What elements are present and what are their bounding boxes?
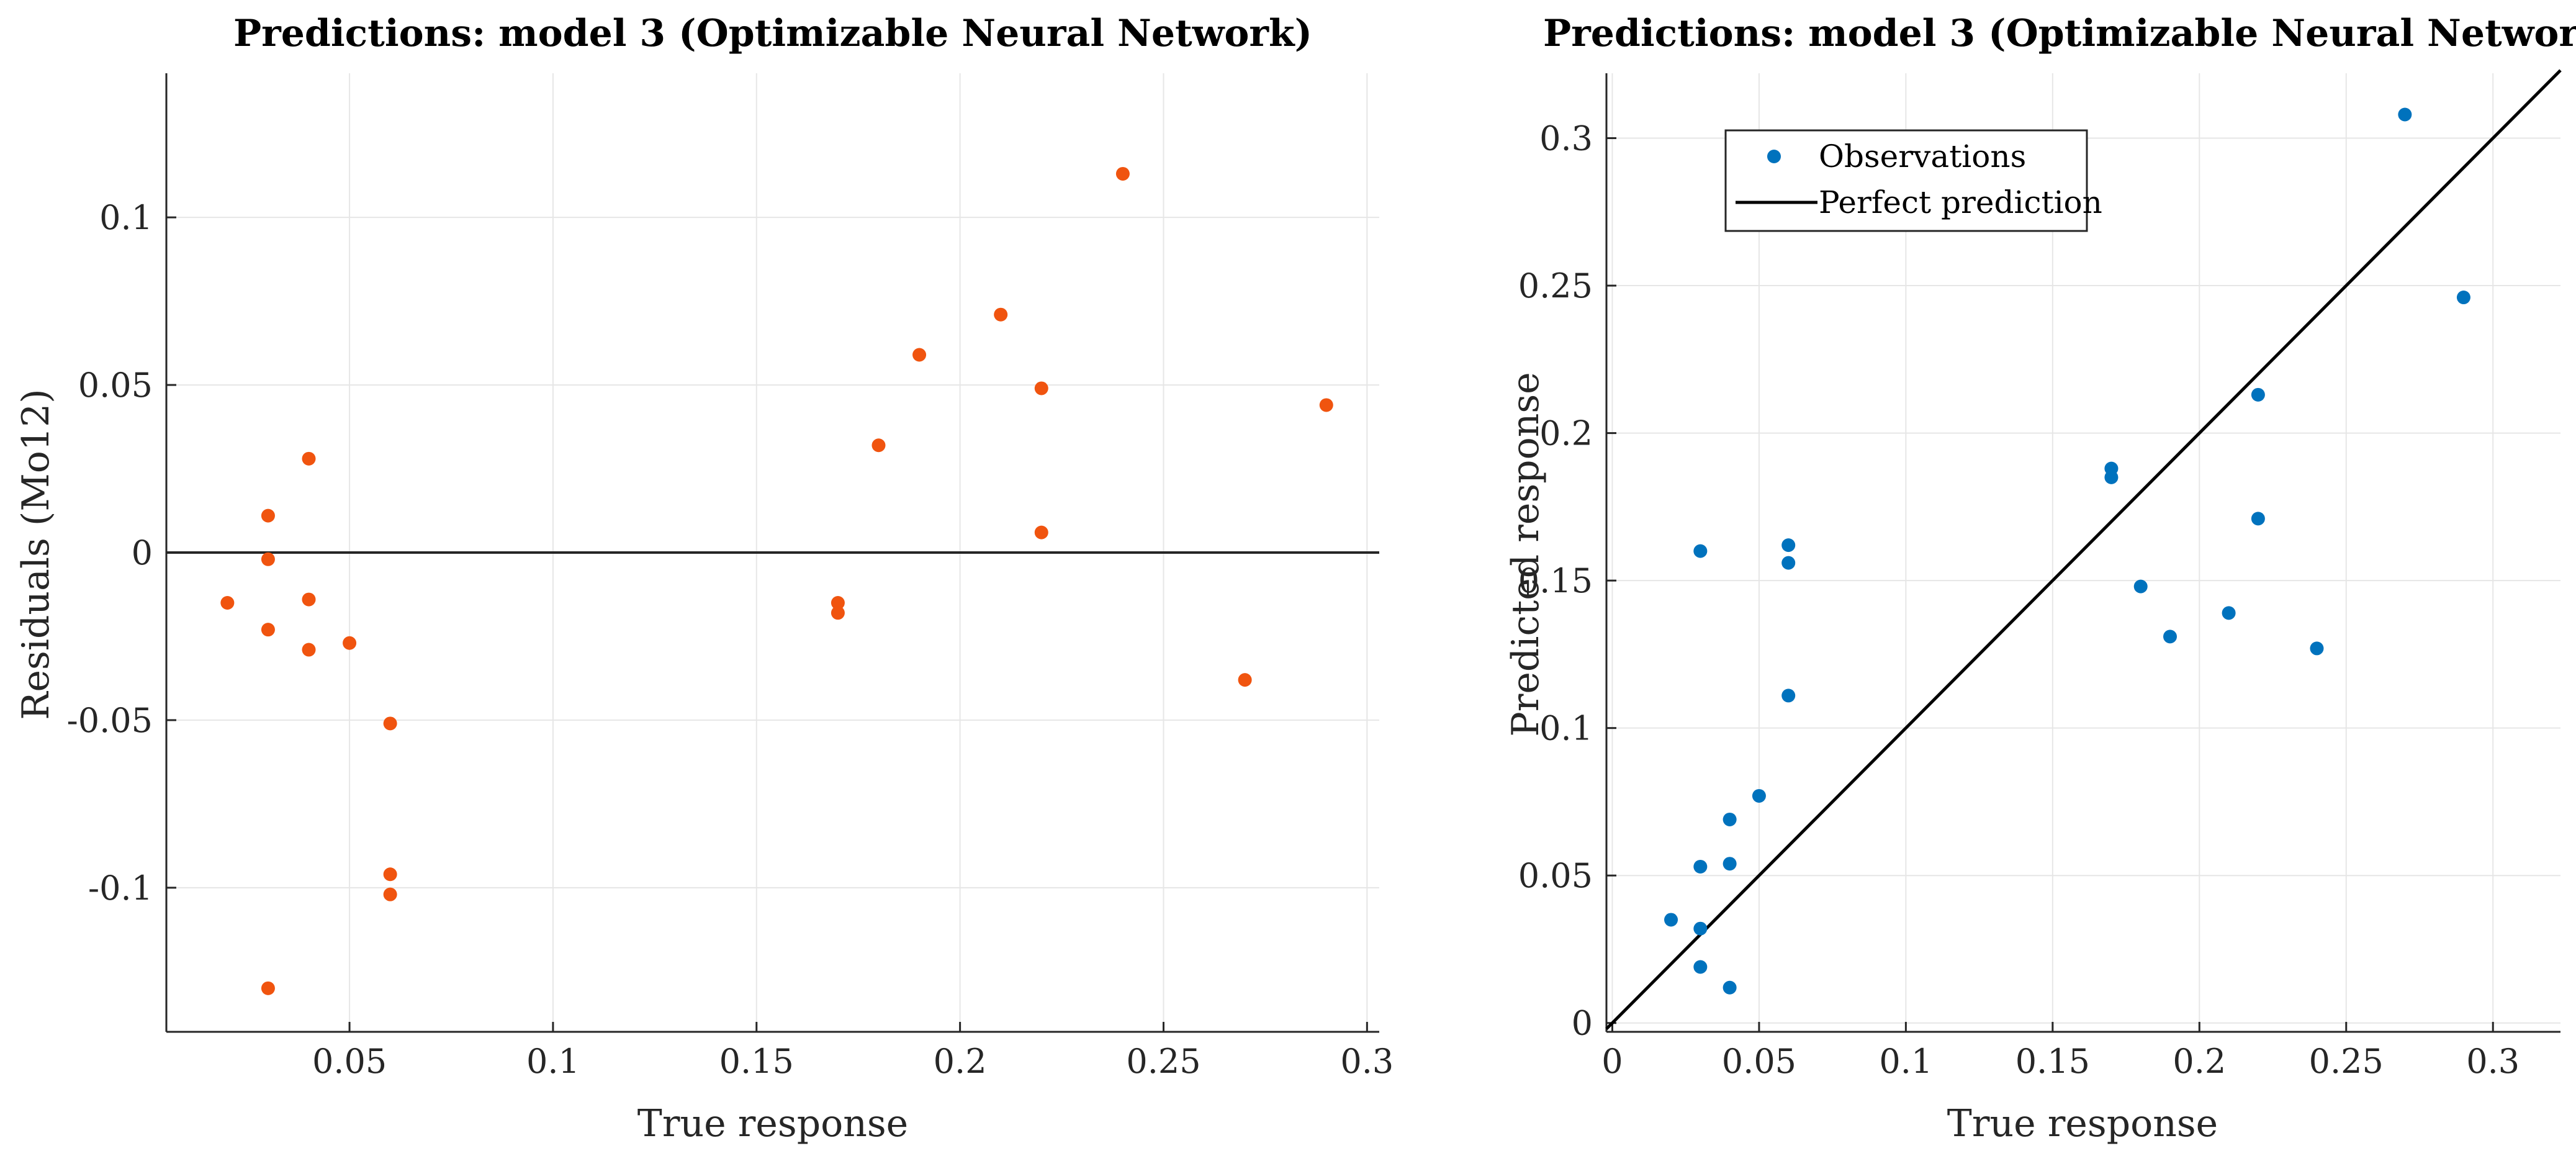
observation-points: [1664, 107, 2470, 995]
observation-point: [1781, 689, 1796, 703]
x-tick-label: 0.25: [2309, 1042, 2384, 1081]
residual-point: [831, 606, 845, 620]
observation-point: [1664, 913, 1678, 927]
y-tick-label: 0.05: [1518, 856, 1593, 895]
y-tick-label: 0.15: [1518, 561, 1593, 600]
residual-point: [871, 438, 886, 453]
observation-point: [2222, 606, 2236, 620]
x-tick-label: 0.1: [526, 1042, 580, 1081]
residual-point: [383, 867, 397, 882]
x-tick-label: 0.2: [934, 1042, 987, 1081]
residual-point: [1034, 381, 1048, 395]
legend: Observations Perfect prediction: [1724, 129, 2102, 232]
residuals-plot: Predictions: model 3 (Optimizable Neural…: [14, 12, 1394, 1145]
observation-point: [2104, 470, 2119, 484]
residual-point: [302, 592, 316, 607]
residual-point: [383, 716, 397, 731]
x-tick-label: 0.15: [2015, 1042, 2090, 1081]
residuals-x-axis-label: True response: [637, 1102, 908, 1145]
residual-point: [261, 552, 275, 566]
legend-observations-marker: [1767, 150, 1781, 163]
y-tick-label: 0.05: [78, 366, 153, 405]
observation-point: [1723, 980, 1737, 995]
residual-points: [220, 166, 1333, 995]
residual-point: [343, 636, 357, 650]
observation-point: [2163, 630, 2177, 644]
x-tick-label: 0.25: [1126, 1042, 1200, 1081]
y-tick-label: 0.25: [1518, 266, 1593, 305]
residual-point: [1115, 166, 1130, 181]
observation-point: [1781, 538, 1796, 553]
predicted-y-axis-label: Predicted response: [1504, 372, 1547, 736]
residual-point: [261, 623, 275, 637]
observation-point: [1693, 544, 1708, 558]
residuals-plot-title: Predictions: model 3 (Optimizable Neural…: [233, 12, 1312, 55]
residual-point: [302, 643, 316, 657]
observation-point: [2251, 387, 2265, 402]
observation-point: [1723, 857, 1737, 871]
y-tick-label: 0.1: [1539, 709, 1593, 748]
y-tick-label: 0.3: [1539, 119, 1593, 158]
observation-point: [1693, 960, 1708, 974]
observation-point: [2251, 512, 2265, 526]
residual-point: [1319, 398, 1333, 412]
predicted-tick-labels: 0 0.05 0.1 0.15 0.2 0.25 0.3 0 0.05 0.1 0.15 0.2 0.2…: [1518, 119, 2520, 1081]
predicted-x-axis-label: True response: [1947, 1102, 2218, 1145]
perfect-prediction-line: [1605, 69, 2562, 1031]
predicted-plot-title: Predictions: model 3 (Optimizable Neural…: [1543, 12, 2576, 55]
residual-point: [994, 307, 1008, 322]
observation-point: [2456, 291, 2470, 305]
y-tick-label: 0: [1572, 1004, 1593, 1043]
residual-point: [261, 508, 275, 523]
predicted-vs-true-plot: Predictions: model 3 (Optimizable Neural…: [1504, 12, 2576, 1145]
residual-point: [302, 451, 316, 466]
residual-point: [261, 981, 275, 995]
observation-point: [1693, 921, 1708, 936]
x-tick-label: 0.3: [2466, 1042, 2520, 1081]
residual-point: [1034, 525, 1048, 540]
y-tick-label: 0.2: [1539, 414, 1593, 453]
observation-point: [1781, 556, 1796, 570]
y-tick-label: 0.1: [99, 198, 153, 237]
observation-point: [2310, 641, 2324, 656]
observation-point: [2398, 107, 2412, 122]
x-tick-label: 0.15: [719, 1042, 794, 1081]
observation-point: [1723, 812, 1737, 826]
predicted-gridlines: [1606, 73, 2560, 1032]
y-tick-label: -0.1: [88, 869, 153, 908]
observation-point: [1693, 859, 1708, 874]
observation-point: [1752, 788, 1766, 803]
x-tick-label: 0: [1601, 1042, 1623, 1081]
x-tick-label: 0.05: [312, 1042, 387, 1081]
y-tick-label: 0: [132, 533, 153, 572]
residuals-tick-labels: 0.05 0.1 0.15 0.2 0.25 0.3 -0.1 -0.05 0 0.05 0.1: [67, 198, 1394, 1081]
observation-point: [2133, 579, 2148, 594]
predicted-axes: [1605, 73, 2560, 1033]
residuals-y-axis-label: Residuals (Mo12): [14, 389, 58, 720]
y-tick-label: -0.05: [67, 701, 153, 740]
residual-point: [912, 348, 927, 362]
legend-box: [1724, 129, 2088, 232]
residual-point: [383, 887, 397, 901]
legend-observations-label: Observations: [1819, 138, 2026, 174]
residual-point: [220, 595, 235, 610]
x-tick-label: 0.2: [2173, 1042, 2226, 1081]
x-tick-label: 0.05: [1722, 1042, 1796, 1081]
residuals-axes: [165, 73, 1379, 1033]
perfect-prediction-line-group: [1605, 69, 2562, 1031]
x-tick-label: 0.1: [1879, 1042, 1932, 1081]
x-tick-label: 0.3: [1340, 1042, 1394, 1081]
residual-point: [1238, 673, 1252, 687]
residual-point: [831, 595, 845, 610]
legend-perfect-prediction-label: Perfect prediction: [1819, 184, 2102, 220]
